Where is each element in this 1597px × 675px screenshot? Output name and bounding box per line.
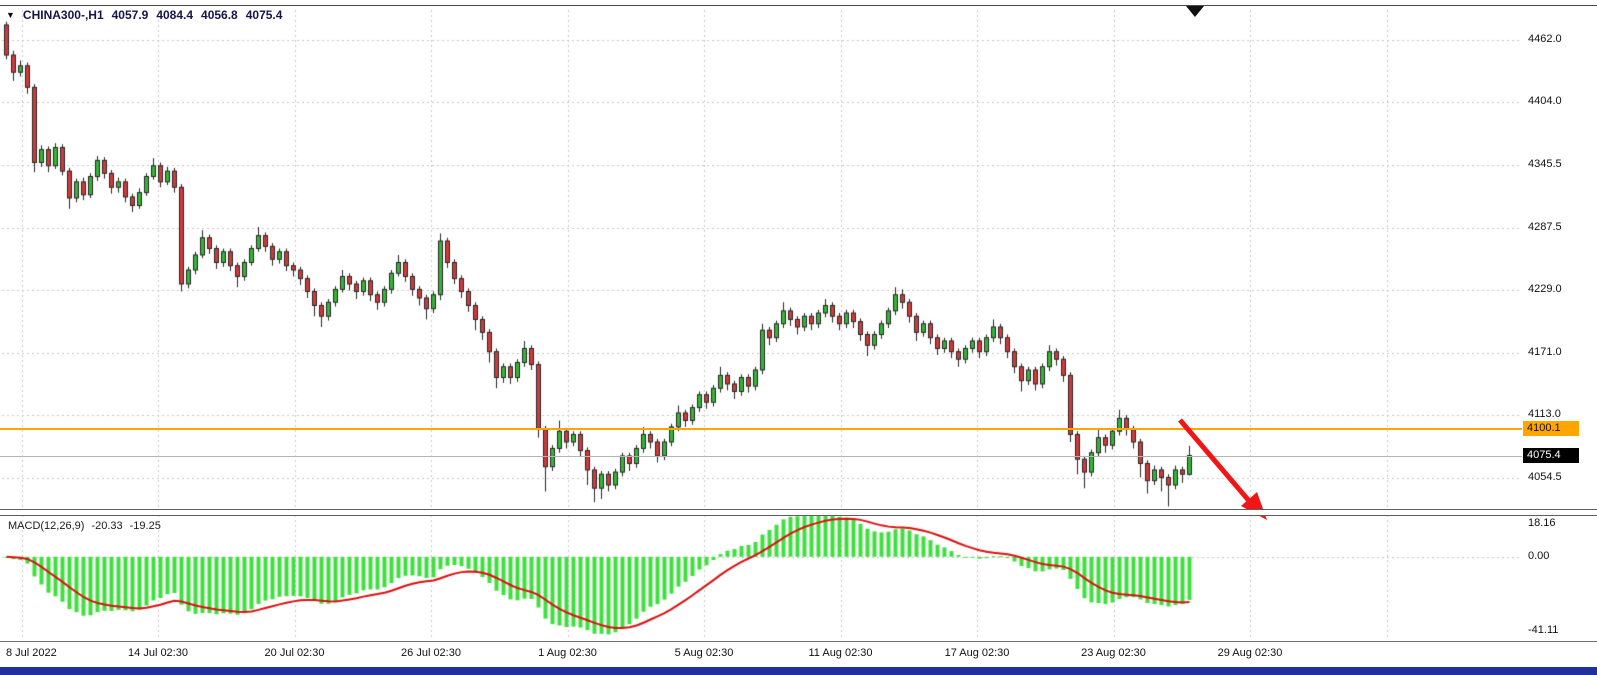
price-axis-tick: 4287.5 [1528, 220, 1562, 233]
panel-splitter[interactable] [0, 509, 1597, 516]
horizontal-line-annotation[interactable] [0, 427, 1522, 430]
time-axis[interactable]: 8 Jul 2022 14 Jul 02:30 20 Jul 02:30 26 Jul… [0, 641, 1597, 668]
chevron-down-icon[interactable]: ▼ [6, 10, 15, 20]
price-axis-tick: 4345.5 [1528, 158, 1562, 171]
time-axis-label: 29 Aug 02:30 [1217, 647, 1283, 659]
time-axis-label: 1 Aug 02:30 [538, 647, 597, 659]
price-axis-tick: 4404.0 [1528, 95, 1562, 108]
time-axis-label: 14 Jul 02:30 [128, 647, 188, 659]
macd-axis-tick: 0.00 [1528, 549, 1550, 562]
chart-shift-marker-icon[interactable] [1186, 6, 1204, 17]
ohlc-open: 4057.9 [111, 8, 149, 22]
price-axis-tick: 4113.0 [1528, 408, 1561, 421]
bottom-window-bar [0, 667, 1597, 675]
price-axis-tick: 4229.0 [1528, 283, 1562, 296]
macd-signal-value: -19.25 [129, 520, 161, 532]
macd-name: MACD(12,26,9) [8, 520, 85, 532]
macd-axis-tick: 18.16 [1528, 516, 1556, 529]
time-axis-label: 20 Jul 02:30 [264, 647, 325, 659]
price-axis-tick: 4054.5 [1528, 471, 1562, 483]
price-axis-tick: 4171.0 [1528, 345, 1562, 358]
symbol-timeframe-label: CHINA300-,H1 [22, 8, 104, 22]
macd-main-value: -20.33 [91, 520, 123, 532]
price-axis[interactable]: 4100.1 4075.4 18.16 0.00 -41.11 4462.0 44… [1523, 0, 1597, 675]
time-axis-label: 5 Aug 02:30 [674, 647, 734, 659]
ohlc-low: 4056.8 [201, 8, 238, 22]
hline-price-tag: 4100.1 [1523, 420, 1579, 436]
macd-axis-tick: -41.11 [1528, 624, 1559, 637]
time-axis-label: 26 Jul 02:30 [401, 647, 461, 659]
current-price-tag: 4075.4 [1523, 447, 1579, 463]
time-axis-label: 23 Aug 02:30 [1081, 647, 1146, 659]
time-axis-label: 11 Aug 02:30 [808, 647, 873, 659]
window-top-border [0, 5, 1597, 6]
time-axis-label: 17 Aug 02:30 [944, 647, 1010, 659]
ohlc-high: 4084.4 [156, 8, 194, 22]
bid-price-line [0, 456, 1522, 457]
chart-header: ▼ CHINA300-,H1 4057.9 4084.4 4056.8 4075… [6, 8, 282, 22]
time-axis-label: 8 Jul 2022 [6, 647, 57, 659]
price-axis-tick: 4462.0 [1528, 33, 1562, 45]
ohlc-close: 4075.4 [245, 8, 283, 22]
macd-indicator-label: MACD(12,26,9) -20.33 -19.25 [8, 520, 161, 532]
